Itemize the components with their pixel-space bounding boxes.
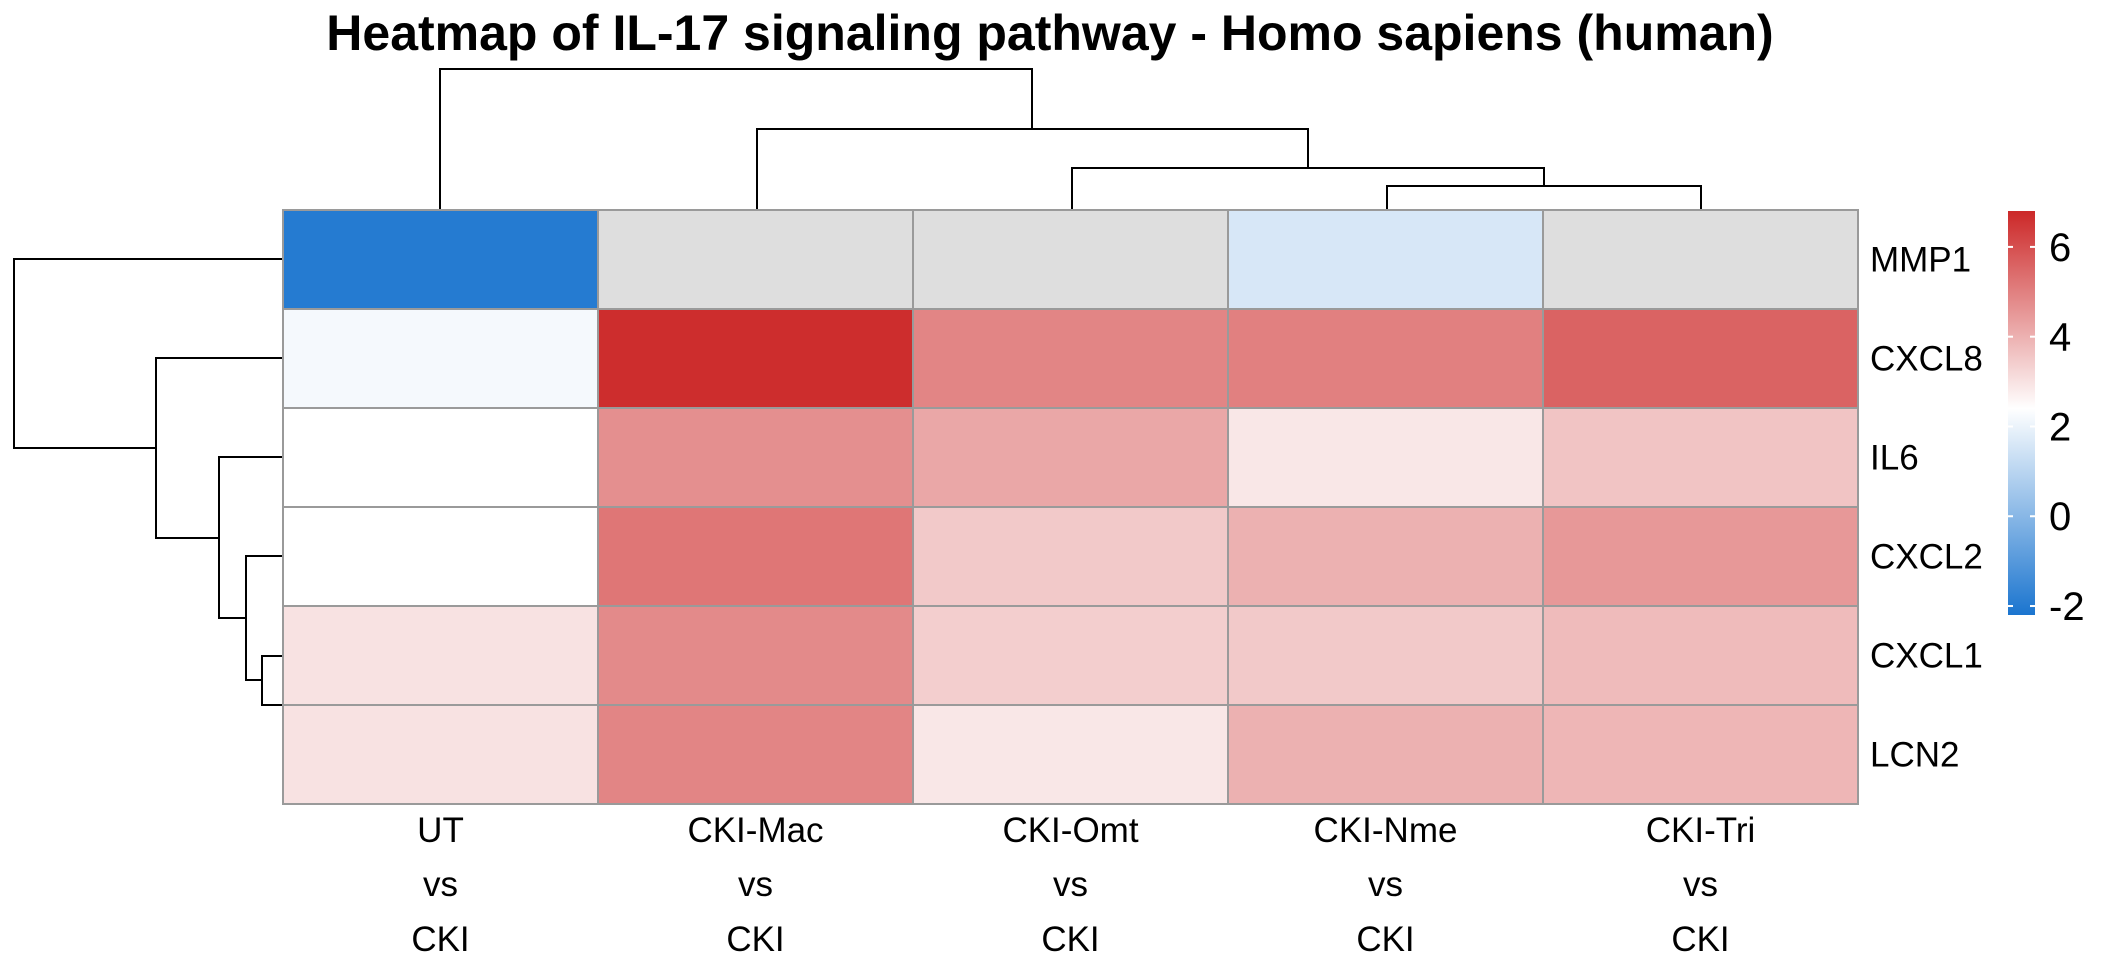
- heatmap-cell-il6-col4: [1227, 407, 1544, 508]
- heatmap-cells: [282, 209, 1859, 805]
- row-dendrogram-branch-3: [218, 456, 283, 619]
- legend-tick-label: -2: [2049, 585, 2085, 629]
- heatmap-cell-cxcl1-col5: [1542, 605, 1859, 706]
- column-label-4-line-2: vs: [1368, 865, 1403, 904]
- heatmap-cell-il6-col2: [597, 407, 914, 508]
- heatmap-cell-mmp1-col2: [597, 209, 914, 310]
- heatmap-cell-cxcl2-col4: [1227, 506, 1544, 607]
- column-label-3-line-3: CKI: [1041, 920, 1099, 959]
- heatmap-cell-il6-col5: [1542, 407, 1859, 508]
- row-label-cxcl2: CXCL2: [1870, 538, 1983, 577]
- legend-tick-label: 0: [2049, 495, 2071, 539]
- heatmap-cell-cxcl1-col2: [597, 605, 914, 706]
- heatmap-cell-cxcl8-col5: [1542, 308, 1859, 409]
- legend-tick-label: 2: [2049, 405, 2071, 449]
- legend-tick-label: 4: [2049, 316, 2071, 360]
- column-dendrogram-branch-1: [1386, 185, 1702, 210]
- heatmap-cell-mmp1-col5: [1542, 209, 1859, 310]
- legend-color-bar: [2008, 211, 2035, 615]
- heatmap-cell-cxcl8-col4: [1227, 308, 1544, 409]
- heatmap-cell-cxcl1-col3: [912, 605, 1229, 706]
- heatmap-cell-cxcl2-col5: [1542, 506, 1859, 607]
- column-dendrogram-branch-4: [439, 68, 1033, 210]
- column-label-5-line-3: CKI: [1671, 920, 1729, 959]
- column-label-4-line-3: CKI: [1356, 920, 1414, 959]
- column-label-2-line-1: CKI-Mac: [687, 811, 823, 850]
- heatmap-cell-lcn2-col1: [282, 704, 599, 805]
- heatmap-cell-lcn2-col3: [912, 704, 1229, 805]
- heatmap-cell-cxcl8-col3: [912, 308, 1229, 409]
- column-label-1-line-3: CKI: [411, 920, 469, 959]
- heatmap-cell-cxcl2-col3: [912, 506, 1229, 607]
- heatmap-cell-cxcl1-col1: [282, 605, 599, 706]
- heatmap-cell-mmp1-col1: [282, 209, 599, 310]
- heatmap-cell-il6-col1: [282, 407, 599, 508]
- row-dendrogram-branch-5: [13, 258, 283, 449]
- heatmap-cell-cxcl8-col1: [282, 308, 599, 409]
- heatmap-cell-mmp1-col3: [912, 209, 1229, 310]
- column-label-4-line-1: CKI-Nme: [1314, 811, 1458, 850]
- column-dendrogram-branch-3: [756, 128, 1309, 210]
- row-label-lcn2: LCN2: [1870, 736, 1959, 775]
- chart-title: Heatmap of IL-17 signaling pathway - Hom…: [326, 5, 1773, 61]
- heatmap-cell-il6-col3: [912, 407, 1229, 508]
- heatmap-cell-lcn2-col2: [597, 704, 914, 805]
- heatmap-cell-lcn2-col4: [1227, 704, 1544, 805]
- heatmap-cell-cxcl8-col2: [597, 308, 914, 409]
- row-label-il6: IL6: [1870, 439, 1919, 478]
- heatmap-cell-lcn2-col5: [1542, 704, 1859, 805]
- row-labels: MMP1 CXCL8 IL6 CXCL2 CXCL1 LCN2: [1870, 241, 1983, 775]
- row-label-cxcl1: CXCL1: [1870, 637, 1983, 676]
- row-label-mmp1: MMP1: [1870, 241, 1971, 280]
- row-label-cxcl8: CXCL8: [1870, 340, 1983, 379]
- heatmap-cell-cxcl2-col1: [282, 506, 599, 607]
- row-dendrogram-branch-2: [245, 555, 283, 681]
- column-dendrogram: [439, 68, 1702, 210]
- column-label-5-line-2: vs: [1683, 865, 1718, 904]
- column-label-2-line-3: CKI: [726, 920, 784, 959]
- heatmap-cell-cxcl2-col2: [597, 506, 914, 607]
- column-label-1-line-1: UT: [417, 811, 464, 850]
- row-dendrogram-branch-1: [261, 655, 283, 706]
- heatmap-cell-mmp1-col4: [1227, 209, 1544, 310]
- column-dendrogram-branch-2: [1071, 167, 1545, 210]
- column-label-5-line-1: CKI-Tri: [1646, 811, 1756, 850]
- heatmap-cell-cxcl1-col4: [1227, 605, 1544, 706]
- legend-tick-label: 6: [2049, 226, 2071, 270]
- column-label-2-line-2: vs: [738, 865, 773, 904]
- column-label-1-line-2: vs: [423, 865, 458, 904]
- row-dendrogram: [13, 258, 283, 706]
- column-label-3-line-2: vs: [1053, 865, 1088, 904]
- column-label-3-line-1: CKI-Omt: [1002, 811, 1138, 850]
- color-legend: 6 4 2 0 -2: [2008, 211, 2085, 629]
- column-labels: UT vs CKI CKI-Mac vs CKI CKI-Omt vs CKI CKI-Nme vs…: [411, 811, 1755, 959]
